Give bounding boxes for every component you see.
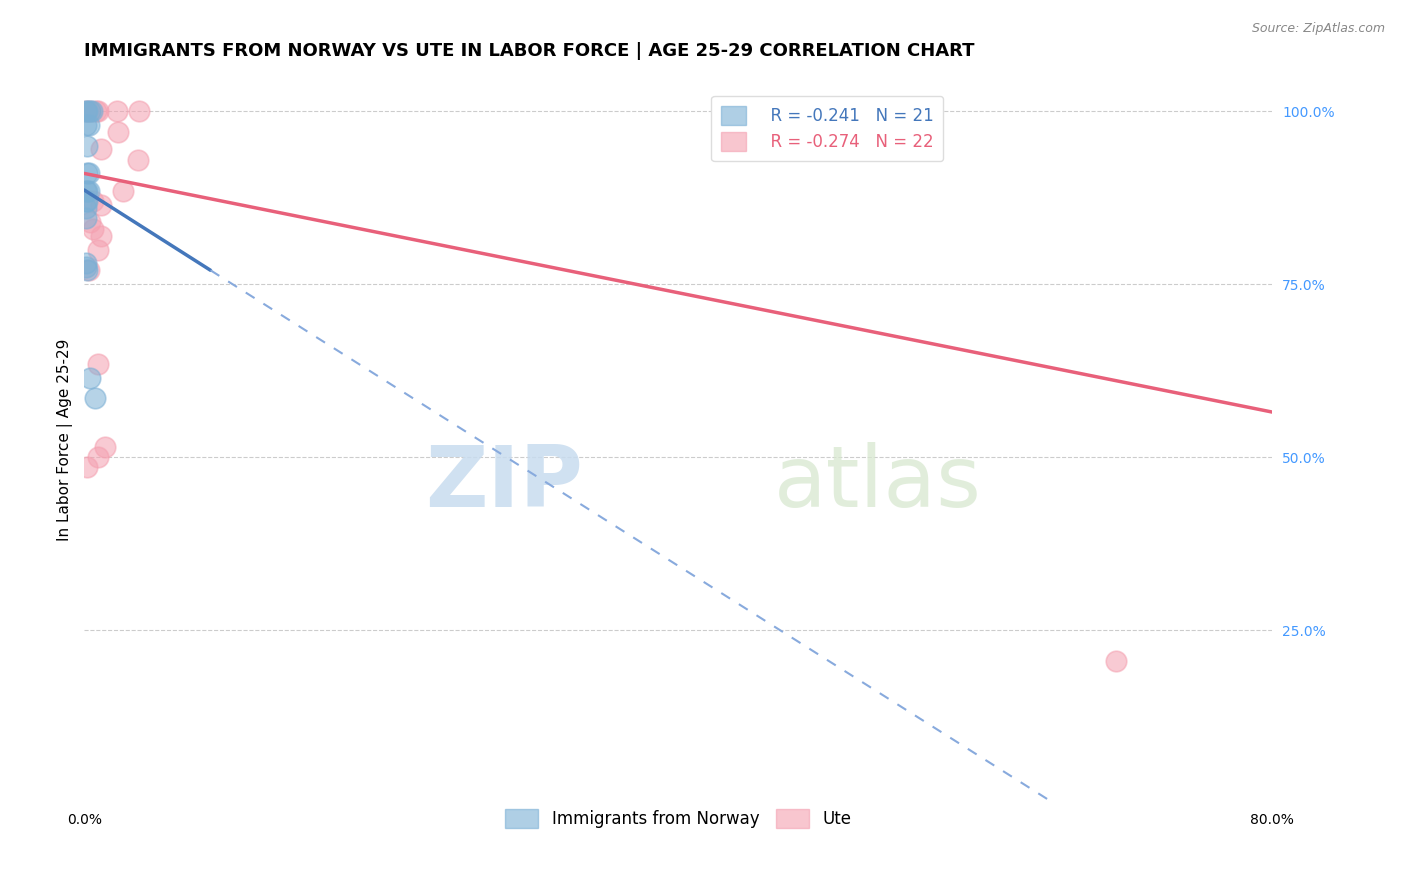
Point: [105, 104, 128, 119]
Point: [127, 153, 149, 167]
Point: [75, 256, 97, 270]
Point: [107, 125, 129, 139]
Point: [79, 104, 101, 119]
Point: [79, 370, 101, 384]
Point: [94, 440, 117, 454]
Text: Source: ZipAtlas.com: Source: ZipAtlas.com: [1251, 22, 1385, 36]
Text: atlas: atlas: [773, 442, 981, 524]
Point: [128, 104, 150, 119]
Point: [90, 228, 112, 243]
Point: [76, 194, 98, 208]
Point: [76, 263, 98, 277]
Point: [82, 221, 104, 235]
Point: [75, 118, 97, 132]
Point: [75, 211, 97, 226]
Y-axis label: In Labor Force | Age 25-29: In Labor Force | Age 25-29: [58, 339, 73, 541]
Point: [84, 104, 107, 119]
Point: [86, 243, 108, 257]
Point: [76, 184, 98, 198]
Point: [83, 391, 105, 405]
Point: [1105, 654, 1128, 668]
Text: ZIP: ZIP: [426, 442, 583, 524]
Point: [86, 357, 108, 371]
Point: [77, 166, 100, 180]
Point: [75, 194, 97, 208]
Text: IMMIGRANTS FROM NORWAY VS UTE IN LABOR FORCE | AGE 25-29 CORRELATION CHART: IMMIGRANTS FROM NORWAY VS UTE IN LABOR F…: [84, 42, 974, 60]
Point: [77, 263, 100, 277]
Point: [80, 104, 103, 119]
Point: [76, 166, 98, 180]
Point: [75, 104, 97, 119]
Point: [90, 197, 112, 211]
Point: [75, 104, 97, 119]
Point: [75, 260, 97, 274]
Point: [75, 201, 97, 215]
Point: [76, 138, 98, 153]
Point: [75, 184, 97, 198]
Point: [79, 215, 101, 229]
Point: [76, 104, 98, 119]
Point: [111, 184, 134, 198]
Point: [77, 118, 100, 132]
Point: [82, 194, 104, 208]
Point: [76, 460, 98, 475]
Point: [90, 142, 112, 156]
Legend: Immigrants from Norway, Ute: Immigrants from Norway, Ute: [498, 802, 858, 835]
Point: [79, 104, 101, 119]
Point: [86, 450, 108, 464]
Point: [77, 184, 100, 198]
Point: [86, 104, 108, 119]
